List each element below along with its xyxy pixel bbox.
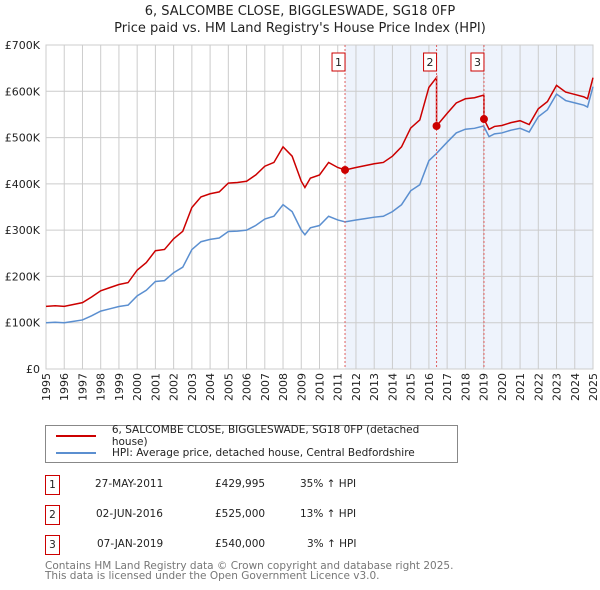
x-tick-label: 2015 <box>405 373 418 401</box>
x-tick-label: 2004 <box>204 373 217 401</box>
footer-copyright: Contains HM Land Registry data © Crown c… <box>45 560 454 572</box>
x-tick-label: 1996 <box>58 373 71 401</box>
sale-label-box <box>423 52 438 72</box>
x-tick-label: 2013 <box>368 373 381 401</box>
x-tick-label: 2016 <box>423 373 436 401</box>
y-tick-label: £200K <box>5 270 41 283</box>
x-tick-label: 1999 <box>113 373 126 401</box>
x-tick-label: 2017 <box>441 373 454 401</box>
chart-title: 6, SALCOMBE CLOSE, BIGGLESWADE, SG18 0FP <box>144 4 456 19</box>
x-tick-label: 2002 <box>168 373 181 401</box>
legend-label-hpi: HPI: Average price, detached house, Cent… <box>112 447 415 459</box>
sale-point <box>341 165 350 174</box>
sale-number: 1 <box>45 475 60 495</box>
plot-frame <box>45 44 594 370</box>
legend-label-property: 6, SALCOMBE CLOSE, BIGGLESWADE, SG18 0FP… <box>111 424 420 448</box>
x-tick-label: 2025 <box>587 373 600 401</box>
x-tick-label: 2019 <box>478 373 491 401</box>
x-tick-label: 2020 <box>496 373 509 401</box>
y-tick-label: £700K <box>5 39 41 52</box>
legend-item-property: 6, SALCOMBE CLOSE, BIGGLESWADE, SG18 0FP… <box>56 424 457 448</box>
sale-price: £540,000 <box>215 538 266 550</box>
hpi-line <box>45 86 594 324</box>
x-tick-label: 2018 <box>459 373 472 401</box>
sale-label-number: 1 <box>335 56 342 69</box>
x-tick-label: 2003 <box>186 373 199 401</box>
x-tick-label: 2022 <box>532 373 545 401</box>
sale-label-box <box>470 52 485 72</box>
sale-hpi-delta: 3% ↑ HPI <box>307 538 357 550</box>
legend-swatch-property <box>56 435 96 437</box>
sale-date: 27-MAY-2011 <box>95 478 164 490</box>
x-tick-label: 2024 <box>569 373 582 401</box>
sale-row: 2 02-JUN-2016 £525,000 13% ↑ HPI <box>45 505 545 525</box>
sale-row: 3 07-JAN-2019 £540,000 3% ↑ HPI <box>45 535 545 555</box>
sale-hpi-delta: 35% ↑ HPI <box>300 478 357 490</box>
sale-number: 2 <box>45 505 60 525</box>
sale-label-number: 3 <box>474 56 481 69</box>
sale-label-number: 2 <box>427 56 434 69</box>
footer-licence: This data is licensed under the Open Gov… <box>45 570 380 582</box>
x-tick-label: 2010 <box>314 373 327 401</box>
x-tick-label: 2006 <box>241 373 254 401</box>
sale-price: £429,995 <box>215 478 266 490</box>
y-tick-label: £600K <box>5 85 41 98</box>
y-tick-label: £300K <box>5 224 41 237</box>
price-chart: £0 £100K £200K £300K £400K £500K £600K £700K 199… <box>5 39 600 401</box>
sale-date: 02-JUN-2016 <box>96 508 163 520</box>
x-tick-label: 1995 <box>40 373 53 401</box>
y-tick-label: £0 <box>26 363 40 376</box>
legend-item-hpi: HPI: Average price, detached house, Cent… <box>56 445 415 461</box>
y-tick-label: £500K <box>5 132 41 145</box>
sale-label-box <box>331 52 346 72</box>
x-tick-label: 2000 <box>131 373 144 401</box>
legend: 6, SALCOMBE CLOSE, BIGGLESWADE, SG18 0FP… <box>45 424 458 463</box>
x-tick-label: 2008 <box>277 373 290 401</box>
x-tick-label: 1997 <box>76 373 89 401</box>
sale-date: 07-JAN-2019 <box>97 538 164 550</box>
post-sale-shading <box>345 45 593 369</box>
x-tick-label: 2012 <box>350 373 363 401</box>
sale-price: £525,000 <box>215 508 266 520</box>
y-tick-label: £100K <box>5 317 41 330</box>
x-tick-label: 2021 <box>514 373 527 401</box>
sale-point <box>432 122 441 130</box>
sale-row: 1 27-MAY-2011 £429,995 35% ↑ HPI <box>45 475 545 495</box>
x-tick-label: 2005 <box>222 373 235 401</box>
x-tick-label: 2007 <box>259 373 272 401</box>
sale-point <box>479 115 488 124</box>
x-tick-label: 2023 <box>551 373 564 401</box>
x-tick-label: 2011 <box>332 373 345 401</box>
y-tick-label: £400K <box>5 178 41 191</box>
x-tick-label: 2001 <box>149 373 162 401</box>
chart-subtitle: Price paid vs. HM Land Registry's House … <box>114 21 486 36</box>
sale-hpi-delta: 13% ↑ HPI <box>300 508 357 520</box>
x-tick-label: 1998 <box>95 373 108 401</box>
x-tick-label: 2009 <box>295 373 308 401</box>
x-tick-label: 2014 <box>386 373 399 401</box>
sale-number: 3 <box>45 535 60 555</box>
legend-swatch-hpi <box>56 452 96 454</box>
